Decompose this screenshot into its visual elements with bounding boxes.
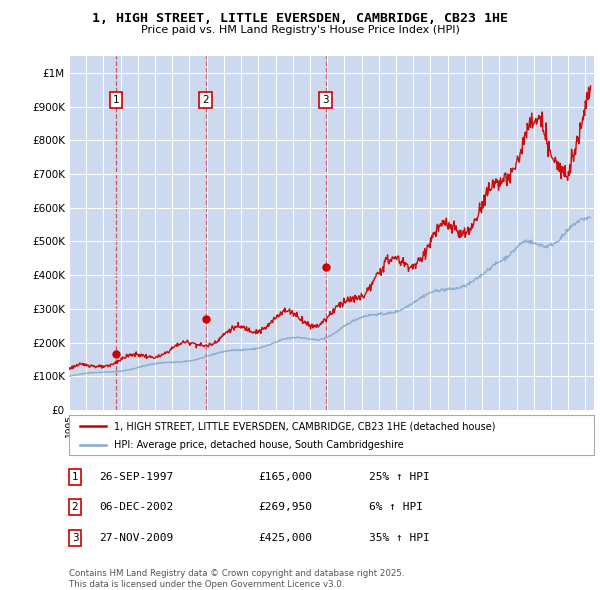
Text: Contains HM Land Registry data © Crown copyright and database right 2025.
This d: Contains HM Land Registry data © Crown c… [69, 569, 404, 589]
Text: £269,950: £269,950 [258, 503, 312, 512]
Text: 1, HIGH STREET, LITTLE EVERSDEN, CAMBRIDGE, CB23 1HE: 1, HIGH STREET, LITTLE EVERSDEN, CAMBRID… [92, 12, 508, 25]
Text: Price paid vs. HM Land Registry's House Price Index (HPI): Price paid vs. HM Land Registry's House … [140, 25, 460, 35]
Text: 25% ↑ HPI: 25% ↑ HPI [369, 472, 430, 481]
Text: 2: 2 [71, 503, 79, 512]
Text: 6% ↑ HPI: 6% ↑ HPI [369, 503, 423, 512]
Text: 1, HIGH STREET, LITTLE EVERSDEN, CAMBRIDGE, CB23 1HE (detached house): 1, HIGH STREET, LITTLE EVERSDEN, CAMBRID… [113, 421, 495, 431]
Text: 35% ↑ HPI: 35% ↑ HPI [369, 533, 430, 543]
Text: 27-NOV-2009: 27-NOV-2009 [99, 533, 173, 543]
Text: HPI: Average price, detached house, South Cambridgeshire: HPI: Average price, detached house, Sout… [113, 440, 403, 450]
Text: 06-DEC-2002: 06-DEC-2002 [99, 503, 173, 512]
Text: £425,000: £425,000 [258, 533, 312, 543]
Text: 1: 1 [113, 95, 119, 105]
Text: 1: 1 [71, 472, 79, 481]
Text: 3: 3 [322, 95, 329, 105]
Text: 2: 2 [202, 95, 209, 105]
Text: 3: 3 [71, 533, 79, 543]
Text: £165,000: £165,000 [258, 472, 312, 481]
Text: 26-SEP-1997: 26-SEP-1997 [99, 472, 173, 481]
